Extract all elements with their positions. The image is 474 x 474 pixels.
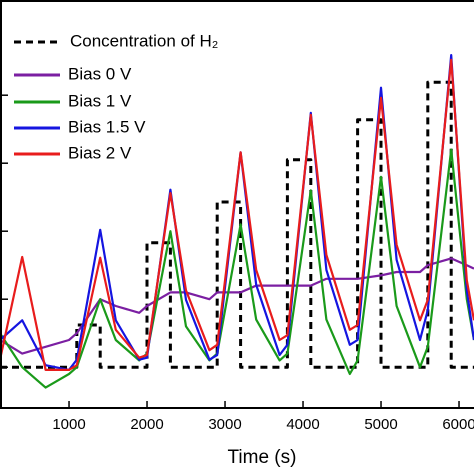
series-line: [0, 148, 474, 389]
x-tick-label: 1000: [52, 416, 85, 433]
series-line: [0, 58, 474, 371]
legend-label: Bias 1 V: [68, 91, 132, 110]
legend-label: Concentration of H₂: [70, 31, 218, 50]
legend-label: Bias 0 V: [68, 64, 132, 83]
plot-frame: [0, 0, 474, 409]
x-tick-label: 6000: [442, 416, 474, 433]
legend-label: Bias 1.5 V: [68, 117, 146, 136]
x-tick-label: 4000: [286, 416, 319, 433]
legend-label: Bias 2 V: [68, 143, 132, 162]
x-tick-label: 3000: [208, 416, 241, 433]
x-tick-label: 2000: [130, 416, 163, 433]
x-tick-label: 5000: [364, 416, 397, 433]
plot-area: [0, 54, 474, 389]
x-axis-label: Time (s): [228, 447, 297, 468]
series-line: [0, 257, 474, 355]
